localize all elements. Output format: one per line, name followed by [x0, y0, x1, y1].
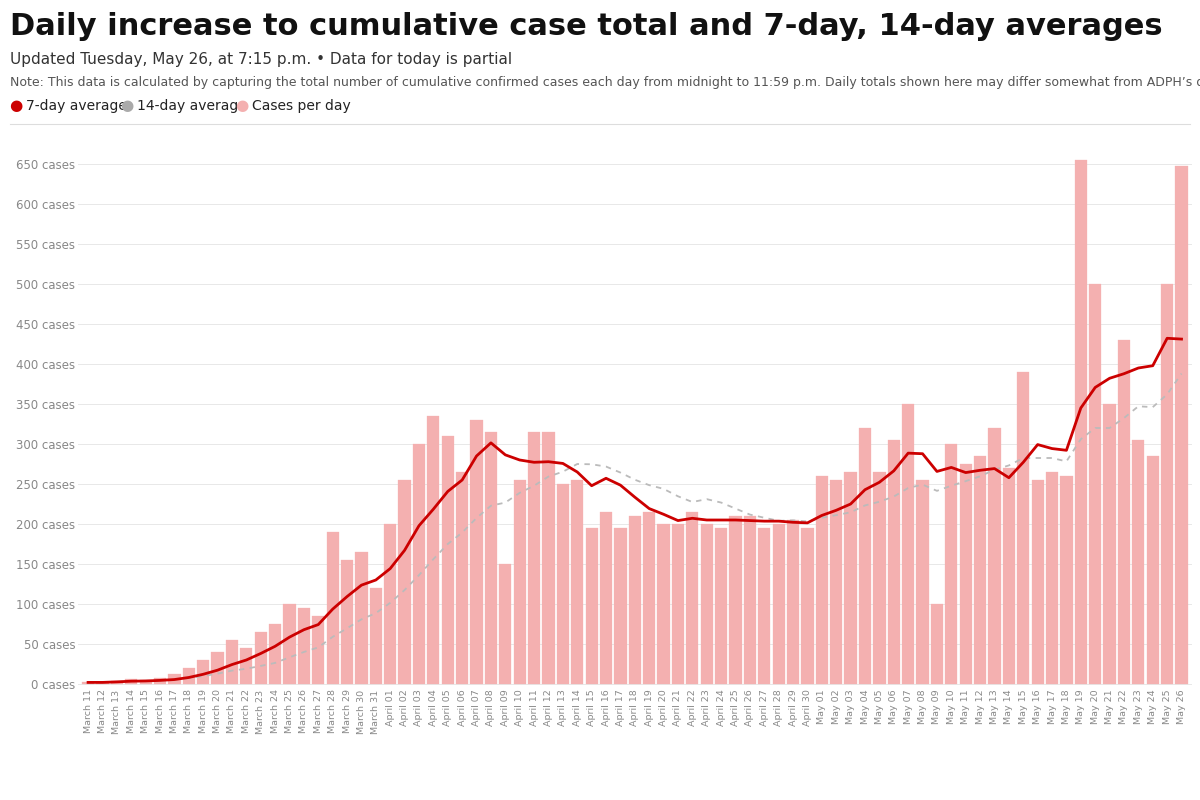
Text: ●: ● [10, 98, 23, 113]
Bar [816, 476, 828, 684]
Bar [1003, 468, 1015, 684]
Bar [499, 564, 511, 684]
Bar [686, 512, 698, 684]
Bar [1176, 166, 1188, 684]
Bar [456, 472, 468, 684]
Bar [283, 604, 295, 684]
Bar [542, 432, 554, 684]
Bar [845, 472, 857, 684]
Bar [629, 516, 641, 684]
Bar [974, 456, 986, 684]
Bar [758, 528, 770, 684]
Bar [82, 682, 94, 684]
Bar [1104, 404, 1116, 684]
Bar [586, 528, 598, 684]
Bar [672, 524, 684, 684]
Bar [442, 436, 454, 684]
Bar [254, 632, 266, 684]
Bar [557, 484, 569, 684]
Bar [427, 416, 439, 684]
Text: 7-day average: 7-day average [26, 98, 127, 113]
Bar [830, 480, 842, 684]
Bar [370, 588, 382, 684]
Text: Note: This data is calculated by capturing the total number of cumulative confir: Note: This data is calculated by capturi… [10, 76, 1200, 89]
Bar [139, 680, 151, 684]
Bar [110, 681, 122, 684]
Bar [1090, 284, 1102, 684]
Bar [226, 640, 238, 684]
Bar [571, 480, 583, 684]
Text: Updated Tuesday, May 26, at 7:15 p.m. • Data for today is partial: Updated Tuesday, May 26, at 7:15 p.m. • … [10, 52, 511, 67]
Text: Cases per day: Cases per day [252, 98, 350, 113]
Bar [312, 616, 324, 684]
Text: 14-day average: 14-day average [137, 98, 246, 113]
Bar [1075, 160, 1087, 684]
Bar [1018, 372, 1030, 684]
Bar [1133, 440, 1145, 684]
Bar [946, 444, 958, 684]
Bar [413, 444, 425, 684]
Bar [240, 648, 252, 684]
Bar [211, 652, 223, 684]
Bar [1046, 472, 1058, 684]
Text: ●: ● [235, 98, 248, 113]
Bar [701, 524, 713, 684]
Bar [600, 512, 612, 684]
Bar [1162, 284, 1174, 684]
Bar [859, 428, 871, 684]
Bar [96, 682, 108, 684]
Bar [154, 678, 166, 684]
Bar [528, 432, 540, 684]
Bar [269, 624, 281, 684]
Bar [730, 516, 742, 684]
Bar [614, 528, 626, 684]
Bar [355, 552, 367, 684]
Bar [182, 668, 194, 684]
Bar [744, 516, 756, 684]
Text: ●: ● [120, 98, 133, 113]
Bar [470, 420, 482, 684]
Bar [917, 480, 929, 684]
Bar [960, 464, 972, 684]
Bar [485, 432, 497, 684]
Text: Daily increase to cumulative case total and 7-day, 14-day averages: Daily increase to cumulative case total … [10, 12, 1163, 41]
Bar [197, 660, 209, 684]
Bar [658, 524, 670, 684]
Bar [715, 528, 727, 684]
Bar [298, 608, 310, 684]
Bar [643, 512, 655, 684]
Bar [1118, 340, 1130, 684]
Bar [326, 532, 338, 684]
Bar [802, 528, 814, 684]
Bar [398, 480, 410, 684]
Bar [514, 480, 526, 684]
Bar [874, 472, 886, 684]
Bar [989, 428, 1001, 684]
Bar [773, 524, 785, 684]
Bar [888, 440, 900, 684]
Bar [125, 679, 137, 684]
Bar [384, 524, 396, 684]
Bar [931, 604, 943, 684]
Bar [168, 674, 180, 684]
Bar [1032, 480, 1044, 684]
Bar [1061, 476, 1073, 684]
Bar [1147, 456, 1159, 684]
Bar [902, 404, 914, 684]
Bar [787, 520, 799, 684]
Bar [341, 560, 353, 684]
